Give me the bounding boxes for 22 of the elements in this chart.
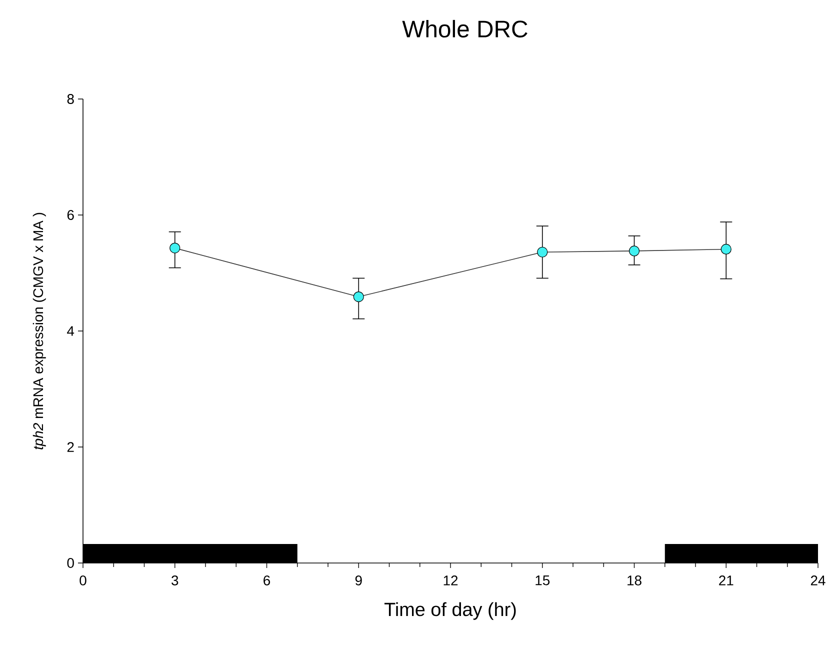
point: [537, 246, 548, 258]
x-tick-label: 12: [444, 576, 458, 586]
y-tick-label: 0: [67, 558, 74, 568]
y-tick-label: 8: [67, 94, 74, 104]
x-tick-label: 15: [536, 576, 550, 586]
x-tick-label: 3: [172, 576, 178, 586]
point: [170, 242, 180, 254]
y-tick-label: 4: [67, 326, 74, 336]
x-tick-label: 0: [80, 576, 86, 586]
point: [353, 291, 364, 302]
x-tick-label: 18: [628, 576, 642, 586]
x-tick-label: 6: [264, 576, 270, 586]
x-tick-label: 9: [355, 576, 362, 586]
x-tick-label: 24: [810, 576, 826, 586]
chart-title: Whole DRC: [402, 20, 528, 38]
y-tick-label: 6: [67, 210, 74, 220]
point: [720, 244, 732, 255]
y-tick-label: 2: [67, 442, 74, 452]
x-tick-label: 21: [719, 576, 734, 586]
point: [628, 246, 640, 256]
y-axis-title: tph2 mRNA expression (CMGV x MA ): [32, 212, 46, 450]
x-axis-title: Time of day (hr): [384, 602, 516, 620]
